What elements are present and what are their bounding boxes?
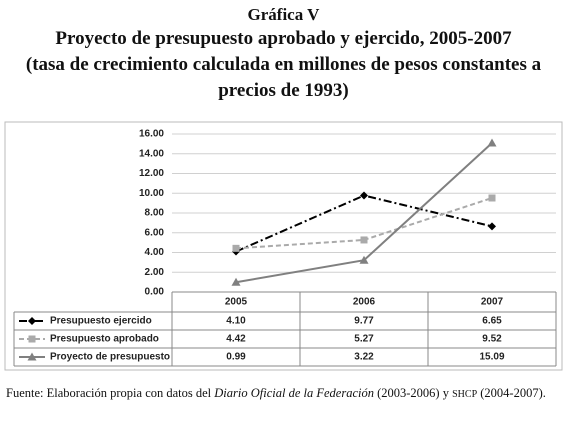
table-value: 6.65 — [482, 316, 502, 327]
x-tick-label: 2007 — [481, 297, 504, 308]
marker — [360, 191, 368, 200]
y-tick-label: 12.00 — [139, 168, 164, 179]
legend-label: Proyecto de presupuesto — [50, 352, 170, 363]
marker — [488, 222, 496, 231]
table-value: 5.27 — [354, 334, 374, 345]
y-tick-label: 4.00 — [145, 247, 165, 258]
y-tick-label: 10.00 — [139, 188, 164, 199]
y-tick-label: 6.00 — [145, 227, 165, 238]
source-text: SHCP — [452, 389, 478, 400]
marker — [359, 255, 369, 264]
source-text: Fuente: Elaboración propia con datos del — [6, 386, 215, 400]
source-note: Fuente: Elaboración propia con datos del… — [6, 385, 561, 403]
marker — [231, 277, 241, 286]
chart-subtitle: precios de 1993) — [218, 80, 349, 101]
y-tick-label: 0.00 — [145, 287, 165, 298]
marker — [28, 335, 36, 343]
marker — [232, 244, 240, 252]
marker — [360, 236, 368, 244]
x-tick-label: 2005 — [225, 297, 248, 308]
y-tick-label: 16.00 — [139, 129, 164, 140]
chart-subtitle: (tasa de crecimiento calculada en millon… — [25, 54, 542, 75]
titles: Gráfica V Proyecto de presupuesto aproba… — [0, 4, 567, 104]
legend-label: Presupuesto aprobado — [50, 334, 159, 345]
table-value: 3.22 — [354, 352, 374, 363]
chart-frame — [4, 121, 563, 371]
table-value: 4.10 — [226, 316, 246, 327]
marker — [27, 352, 37, 361]
marker — [487, 138, 497, 147]
chart-label: Gráfica V — [247, 5, 320, 24]
y-tick-label: 14.00 — [139, 148, 164, 159]
source-text: (2004-2007). — [477, 386, 546, 400]
table-value: 9.52 — [482, 334, 502, 345]
source-text: (2003-2006) y — [373, 386, 453, 400]
marker — [28, 317, 36, 325]
table-value: 4.42 — [226, 334, 246, 345]
table-value: 0.99 — [226, 352, 246, 363]
source-text: Diario Oficial de la Federación — [214, 386, 374, 400]
table-value: 15.09 — [479, 352, 504, 363]
marker — [488, 194, 496, 202]
y-tick-label: 2.00 — [145, 267, 165, 278]
x-tick-label: 2006 — [353, 297, 376, 308]
legend-label: Presupuesto ejercido — [50, 316, 152, 327]
table-value: 9.77 — [354, 316, 374, 327]
y-tick-label: 8.00 — [145, 208, 165, 219]
chart-title: Proyecto de presupuesto aprobado y ejerc… — [55, 28, 512, 49]
